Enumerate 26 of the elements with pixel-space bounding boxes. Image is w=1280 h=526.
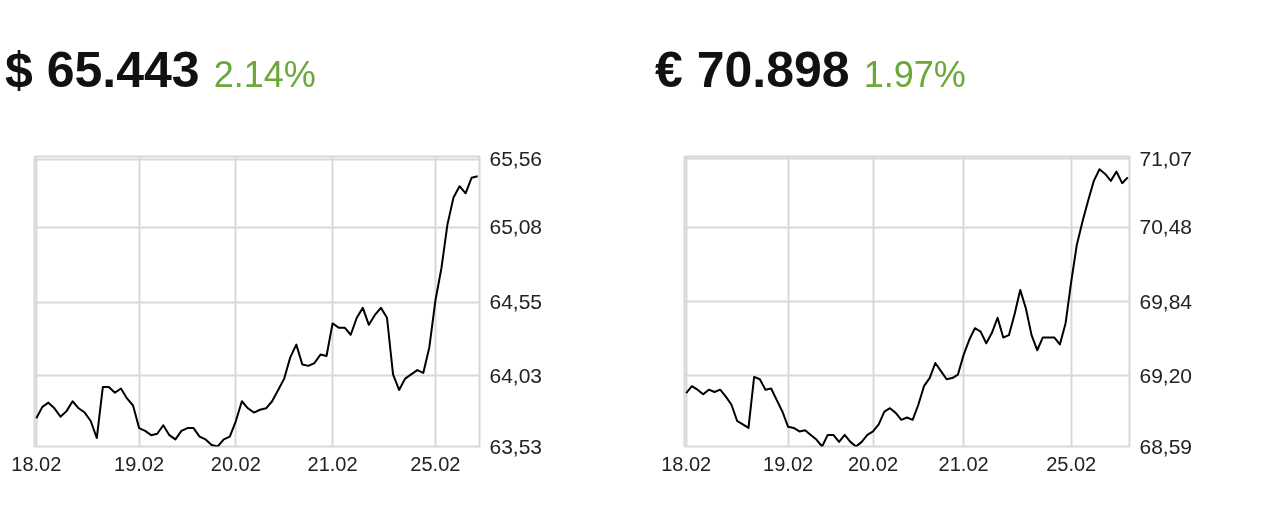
y-tick-label: 63,53 [489, 434, 543, 458]
y-tick-label: 64,03 [489, 363, 543, 387]
x-tick-label: 25.02 [410, 452, 461, 475]
chart-subtitle: 2.14% [213, 54, 316, 95]
x-tick-label: 20.02 [848, 452, 899, 475]
x-tick-label: 19.02 [763, 452, 814, 475]
chart-title: € 70.898 [655, 42, 850, 98]
y-tick-label: 68,59 [1139, 434, 1193, 458]
y-tick-label: 65,08 [489, 215, 543, 239]
x-tick-label: 25.02 [1046, 452, 1097, 475]
x-tick-label: 18.02 [11, 452, 62, 475]
chart-title: $ 65.443 [5, 42, 200, 98]
y-tick-label: 64,55 [489, 290, 543, 314]
chart-subtitle: 1.97% [863, 54, 966, 95]
x-tick-label: 21.02 [938, 452, 989, 475]
x-tick-label: 21.02 [307, 452, 358, 475]
x-tick-label: 19.02 [114, 452, 165, 475]
line-series [685, 168, 1129, 447]
y-tick-label: 70,48 [1139, 215, 1193, 239]
y-tick-label: 65,56 [489, 147, 543, 171]
y-tick-label: 69,20 [1139, 363, 1193, 387]
y-tick-label: 69,84 [1139, 289, 1193, 313]
x-tick-label: 18.02 [661, 452, 712, 475]
y-tick-label: 71,07 [1139, 146, 1193, 170]
x-tick-label: 20.02 [210, 452, 261, 475]
line-series [35, 175, 479, 447]
